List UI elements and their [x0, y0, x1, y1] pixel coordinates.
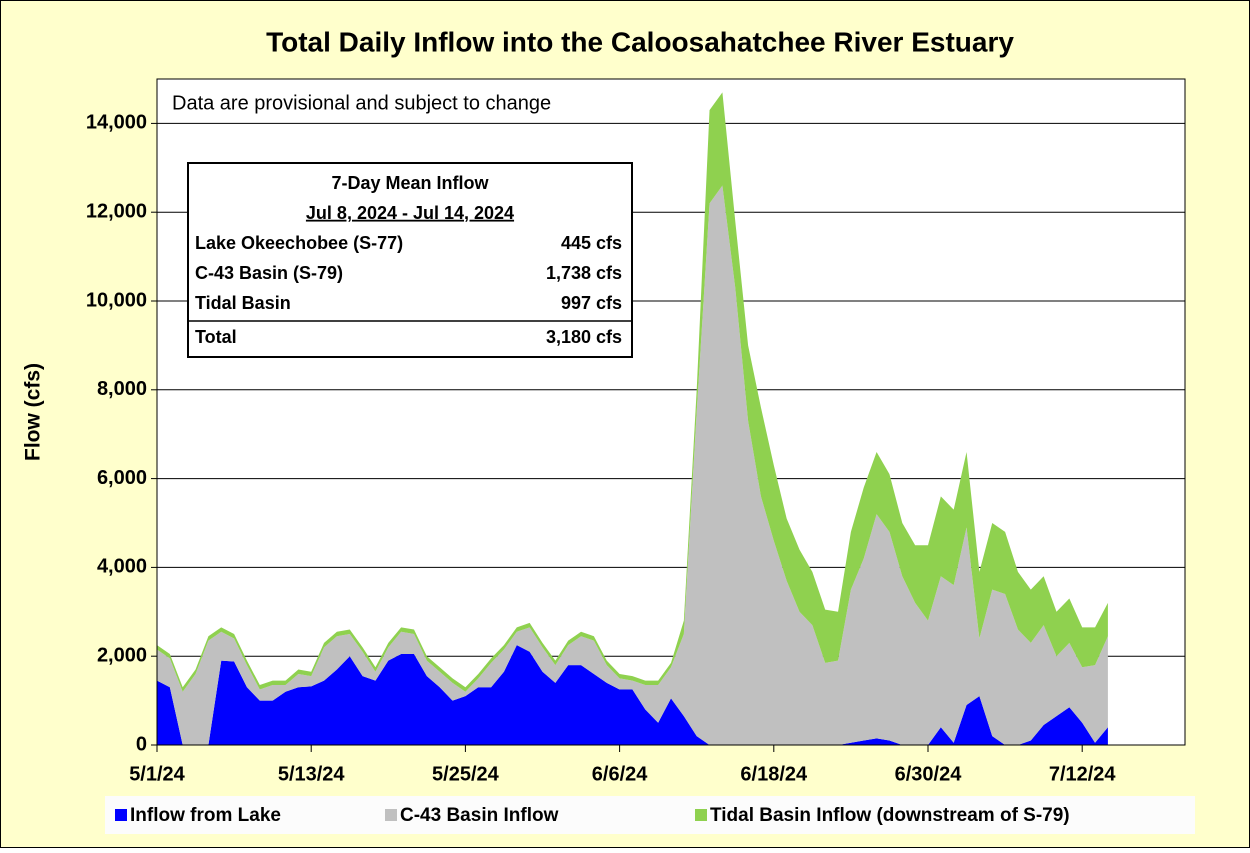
table-subtitle: Jul 8, 2024 - Jul 14, 2024 — [306, 203, 514, 223]
legend-swatch — [695, 809, 707, 821]
x-tick-label: 6/6/24 — [592, 763, 648, 785]
y-tick-label: 2,000 — [97, 644, 147, 666]
areas — [157, 92, 1108, 745]
x-tick-label: 6/30/24 — [895, 763, 963, 785]
table-cell: 997 cfs — [561, 293, 622, 313]
y-tick-label: 14,000 — [86, 112, 147, 134]
area — [157, 185, 1108, 745]
y-tick-label: 8,000 — [97, 378, 147, 400]
y-tick-label: 6,000 — [97, 467, 147, 489]
table-cell: Lake Okeechobee (S-77) — [195, 233, 403, 253]
table-cell: 445 cfs — [561, 233, 622, 253]
area — [157, 645, 1108, 745]
legend-box — [105, 796, 1195, 834]
x-tick-label: 6/18/24 — [740, 763, 808, 785]
table-cell: 3,180 cfs — [546, 327, 622, 347]
chart-title: Total Daily Inflow into the Caloosahatch… — [266, 26, 1014, 57]
x-tick-label: 7/12/24 — [1049, 763, 1117, 785]
plot-border — [156, 78, 1186, 746]
legend: Inflow from Lake C-43 Basin Inflow Tidal B… — [115, 805, 1070, 826]
legend-label: Inflow from Lake — [130, 805, 281, 826]
legend-swatch — [115, 809, 127, 821]
legend-swatch — [385, 809, 397, 821]
legend-label: C-43 Basin Inflow — [400, 805, 559, 826]
y-tick-label: 10,000 — [86, 289, 147, 311]
table-cell: 1,738 cfs — [546, 263, 622, 283]
legend-label: Tidal Basin Inflow (downstream of S-79) — [710, 805, 1070, 826]
y-tick-label: 4,000 — [97, 556, 147, 578]
y-tick-label: 12,000 — [86, 200, 147, 222]
table-cell: Total — [195, 327, 237, 347]
inset-table: 7-Day Mean Inflow Jul 8, 2024 - Jul 14, … — [187, 162, 633, 358]
x-tick-label: 5/1/24 — [129, 763, 185, 785]
table-title: 7-Day Mean Inflow — [331, 173, 489, 193]
x-tick-label: 5/25/24 — [432, 763, 500, 785]
y-tick-label: 0 — [136, 733, 147, 755]
x-tick-label: 5/13/24 — [278, 763, 346, 785]
annotation: Data are provisional and subject to chan… — [172, 92, 551, 114]
y-axis-label: Flow (cfs) — [22, 363, 45, 461]
table-cell: C-43 Basin (S-79) — [195, 263, 343, 283]
table-box — [187, 162, 633, 358]
table-cell: Tidal Basin — [195, 293, 291, 313]
